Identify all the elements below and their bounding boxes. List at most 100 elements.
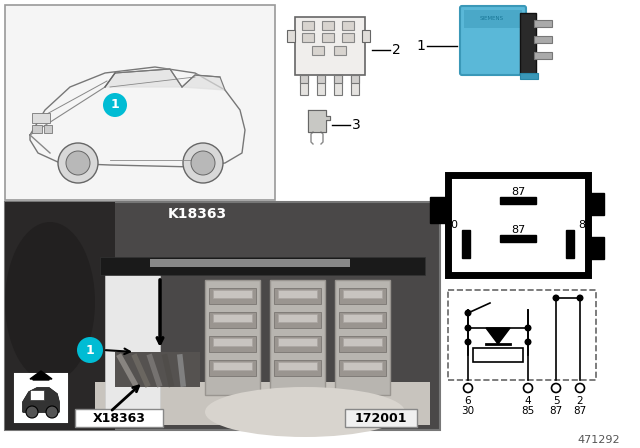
Text: 1: 1 <box>111 99 120 112</box>
Bar <box>32 113 50 123</box>
Bar <box>115 352 200 387</box>
Bar <box>334 46 346 55</box>
Circle shape <box>191 151 215 175</box>
Bar <box>150 259 350 267</box>
Bar <box>302 21 314 30</box>
Ellipse shape <box>205 387 405 437</box>
FancyBboxPatch shape <box>460 6 526 75</box>
Text: 5: 5 <box>553 396 559 406</box>
Polygon shape <box>308 110 330 132</box>
Bar <box>209 312 256 328</box>
Circle shape <box>66 151 90 175</box>
Circle shape <box>525 339 531 345</box>
Text: 30: 30 <box>444 220 458 230</box>
Circle shape <box>183 143 223 183</box>
Circle shape <box>463 383 472 392</box>
Bar <box>464 10 522 28</box>
Circle shape <box>575 383 584 392</box>
Bar <box>588 193 604 215</box>
Bar <box>213 362 252 370</box>
Polygon shape <box>182 75 225 90</box>
Circle shape <box>103 93 127 117</box>
Bar <box>462 230 470 258</box>
Bar <box>343 362 382 370</box>
Bar <box>534 52 552 59</box>
Bar <box>520 13 536 74</box>
Circle shape <box>524 383 532 392</box>
Text: 87: 87 <box>511 187 525 197</box>
Text: 87: 87 <box>573 406 587 416</box>
Text: 172001: 172001 <box>355 412 407 425</box>
Circle shape <box>26 406 38 418</box>
Bar <box>274 336 321 352</box>
Bar <box>588 237 604 259</box>
Bar <box>278 338 317 346</box>
Text: X18363: X18363 <box>93 412 145 425</box>
Bar <box>209 288 256 304</box>
Bar <box>500 235 536 242</box>
Bar <box>342 33 354 42</box>
Bar <box>317 75 325 95</box>
Bar <box>213 338 252 346</box>
Bar <box>339 336 386 352</box>
Bar <box>343 314 382 322</box>
Bar <box>213 314 252 322</box>
Text: 2: 2 <box>392 43 401 57</box>
Text: 1: 1 <box>417 39 426 53</box>
Bar <box>278 314 317 322</box>
Ellipse shape <box>5 222 95 382</box>
Bar <box>448 290 596 380</box>
Text: 471292: 471292 <box>577 435 620 445</box>
Text: K18363: K18363 <box>168 207 227 221</box>
Polygon shape <box>23 388 59 412</box>
Bar <box>5 202 440 430</box>
Bar <box>322 33 334 42</box>
Bar <box>32 125 42 133</box>
Bar <box>312 46 324 55</box>
Bar <box>351 75 359 95</box>
Bar <box>95 382 430 425</box>
Bar <box>448 175 588 275</box>
Bar <box>75 409 163 427</box>
Bar <box>566 230 574 258</box>
Text: 87: 87 <box>511 225 525 235</box>
Bar <box>473 348 523 362</box>
Bar <box>44 125 52 133</box>
Bar <box>274 312 321 328</box>
Circle shape <box>77 337 103 363</box>
Circle shape <box>58 143 98 183</box>
Bar <box>209 336 256 352</box>
Bar <box>213 290 252 298</box>
Bar <box>335 280 390 395</box>
Bar <box>30 390 44 400</box>
Bar <box>270 280 325 395</box>
Bar <box>274 288 321 304</box>
Bar <box>209 360 256 376</box>
Bar <box>302 33 314 42</box>
Text: 3: 3 <box>351 118 360 132</box>
Bar <box>300 75 308 83</box>
Bar <box>287 30 295 42</box>
Text: 85: 85 <box>522 406 534 416</box>
Circle shape <box>553 295 559 301</box>
Bar <box>205 280 260 395</box>
Polygon shape <box>486 328 510 344</box>
Bar <box>278 362 317 370</box>
Text: 85: 85 <box>578 220 592 230</box>
Circle shape <box>465 325 471 331</box>
Bar <box>300 75 308 95</box>
Bar <box>342 21 354 30</box>
Bar <box>5 202 115 430</box>
Bar <box>334 75 342 95</box>
Bar <box>322 21 334 30</box>
Circle shape <box>46 406 58 418</box>
Bar <box>345 409 417 427</box>
Text: 30: 30 <box>461 406 475 416</box>
Bar <box>351 75 359 83</box>
Bar <box>343 290 382 298</box>
Bar <box>534 36 552 43</box>
Bar <box>5 5 275 200</box>
FancyArrow shape <box>30 371 52 380</box>
Circle shape <box>525 325 531 331</box>
Circle shape <box>465 339 471 345</box>
